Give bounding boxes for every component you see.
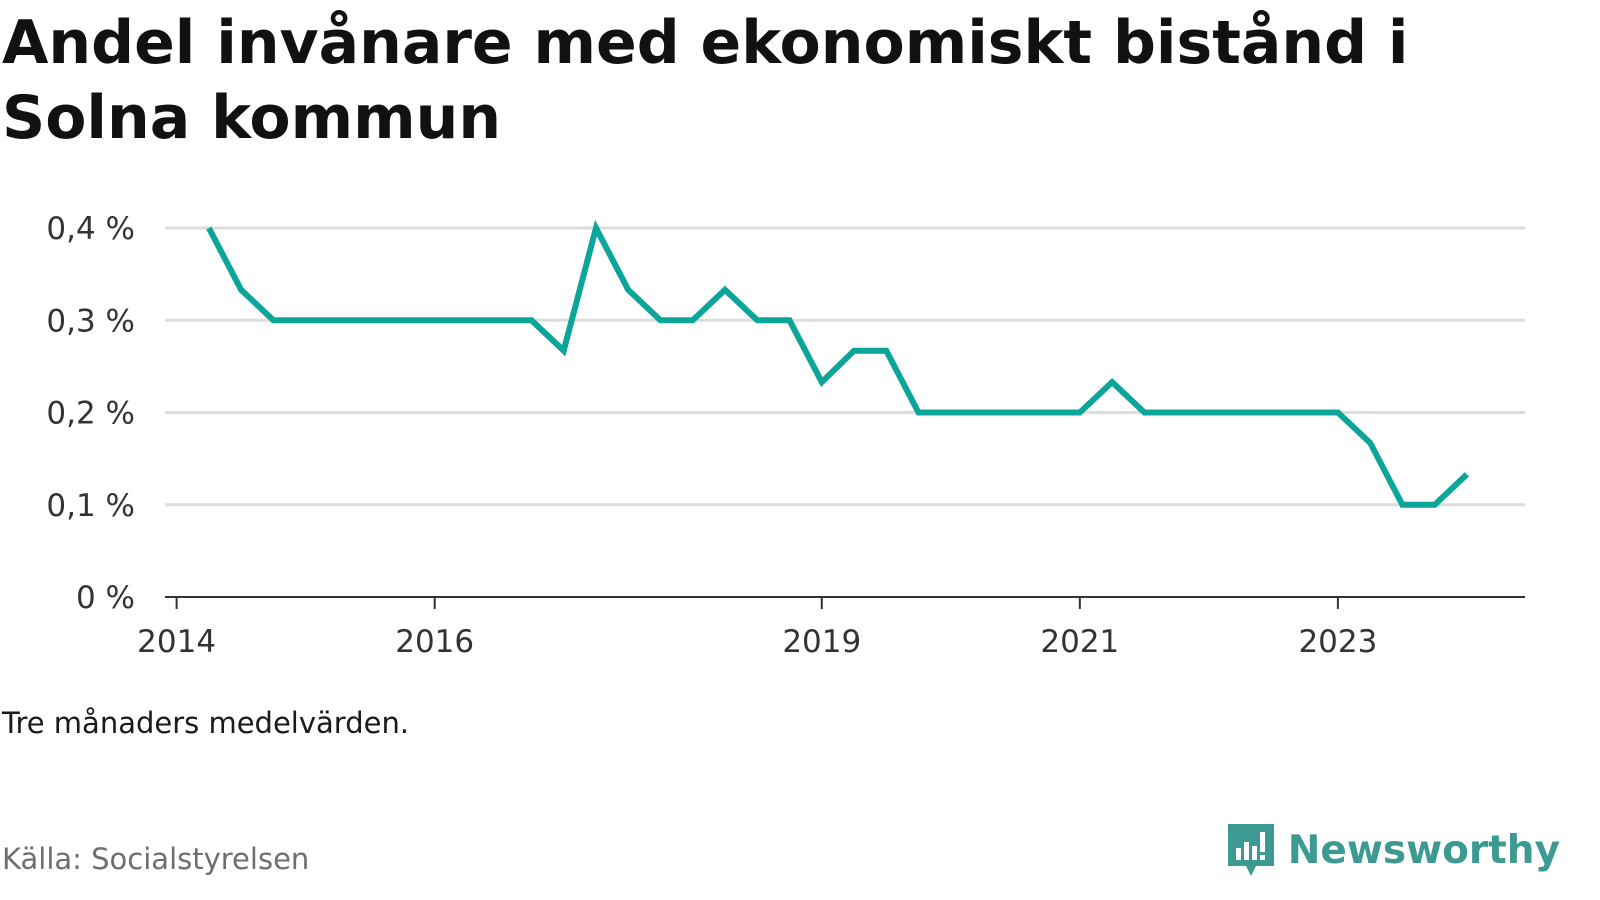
x-tick-label: 2023 [1298,624,1377,660]
line-chart: 0 % 0,1 % 0,2 % 0,3 % 0,4 % 2014 2016 2019 2021… [46,211,1525,660]
y-tick-label: 0,2 % [46,396,135,432]
source-credit: Källa: Socialstyrelsen [2,842,310,876]
x-axis-labels: 2014 2016 2019 2021 2023 [137,624,1377,660]
brand-name: Newsworthy [1287,827,1560,873]
x-tick-label: 2021 [1040,624,1119,660]
chart-title: Andel invånare med ekonomiskt bistånd i … [2,8,1409,153]
y-tick-label: 0,3 % [46,303,135,339]
x-tick-label: 2014 [137,624,216,660]
y-tick-label: 0 % [76,580,135,616]
y-axis-labels: 0 % 0,1 % 0,2 % 0,3 % 0,4 % [46,211,135,616]
newsworthy-logo-icon [1227,824,1274,876]
series-line [206,219,1469,508]
x-axis [165,596,1525,609]
grid-lines [165,226,1525,507]
x-tick-label: 2016 [395,624,474,660]
chart-note: Tre månaders medelvärden. [2,706,410,740]
series-layer [206,219,1469,508]
brand-logo: Newsworthy [1226,822,1560,878]
y-tick-label: 0,4 % [46,211,135,247]
y-tick-label: 0,1 % [46,488,135,524]
x-tick-label: 2019 [782,624,861,660]
